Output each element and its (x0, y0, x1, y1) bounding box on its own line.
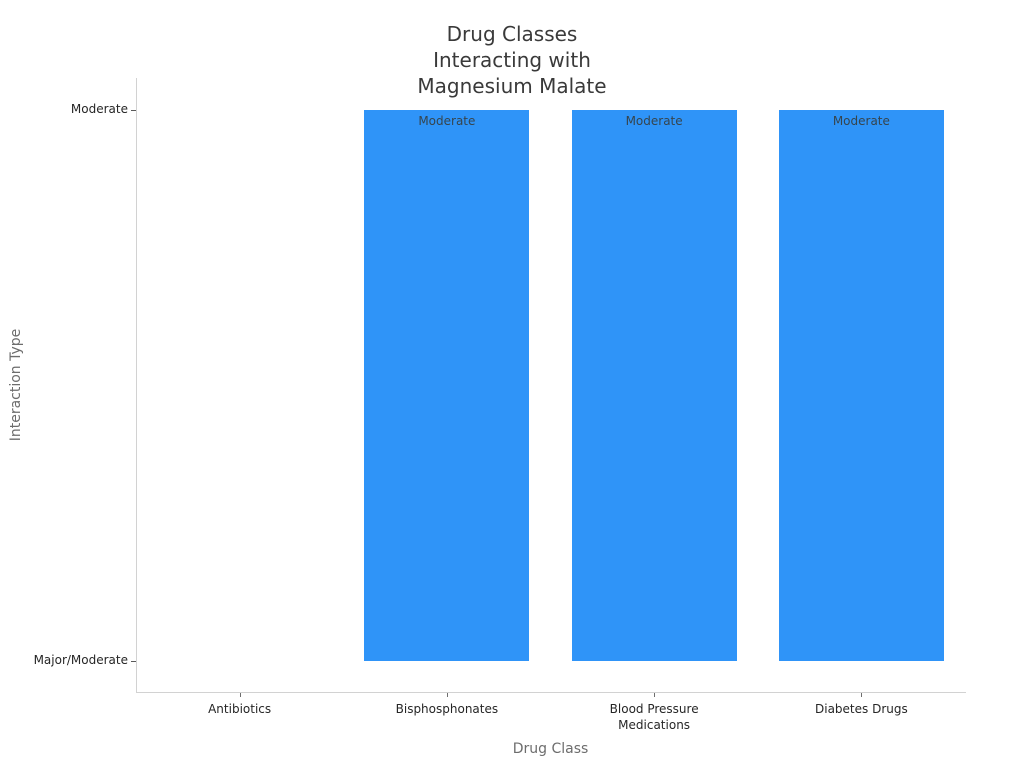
bar-value-label: Moderate (418, 114, 476, 128)
bar-blood-pressure-medications: Moderate (571, 110, 737, 661)
y-axis-tick (131, 110, 136, 111)
bar-value-label: Moderate (832, 114, 890, 128)
x-tick-label: Diabetes Drugs (815, 702, 908, 716)
x-axis-tick (239, 693, 241, 697)
y-axis-tick (131, 661, 136, 662)
bar-bisphosphonates: Moderate (364, 110, 530, 661)
x-axis-tick (446, 693, 448, 697)
x-axis-title: Drug Class (512, 741, 589, 757)
x-tick-label: Blood Pressure Medications (609, 702, 699, 732)
x-tick-label: Bisphosphonates (395, 702, 499, 716)
x-axis-tick (861, 693, 863, 697)
x-axis-tick (654, 693, 656, 697)
bar-diabetes-drugs: Moderate (778, 110, 944, 661)
y-axis-title: Interaction Type (8, 328, 24, 442)
y-tick-label: Moderate (70, 102, 128, 116)
y-tick-label: Major/Moderate (33, 653, 128, 667)
x-tick-label: Antibiotics (208, 702, 272, 716)
chart-title: Drug Classes Interacting with Magnesium … (417, 22, 607, 98)
plot-area (136, 78, 966, 693)
bar-value-label: Moderate (625, 114, 683, 128)
